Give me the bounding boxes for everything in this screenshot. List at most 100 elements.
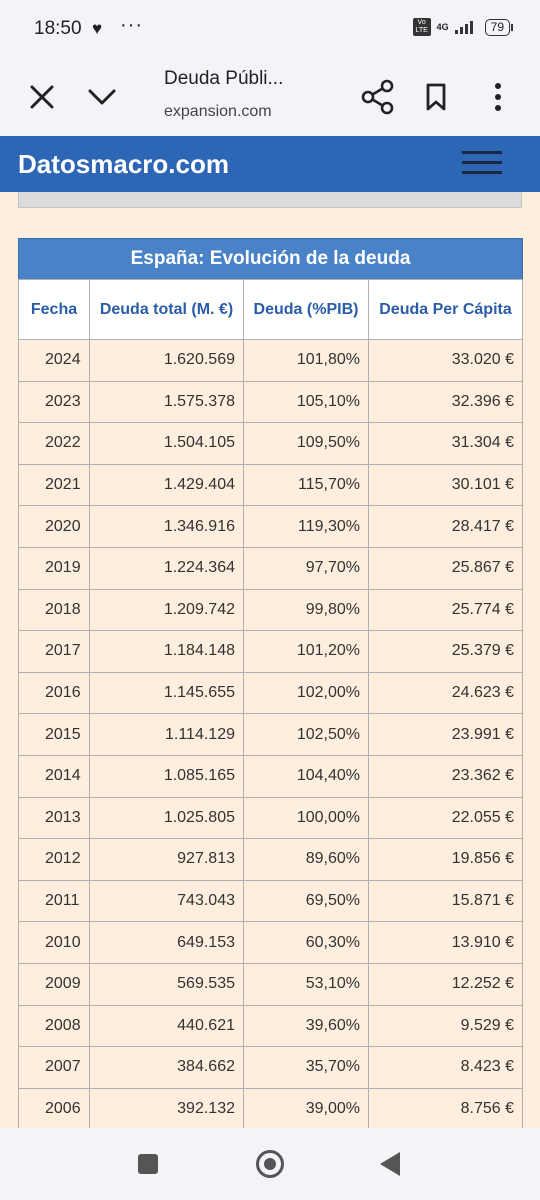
cell-deuda-pib: 101,20% bbox=[243, 630, 369, 673]
header-deuda-pib[interactable]: Deuda (%PIB) bbox=[243, 279, 369, 340]
site-logo[interactable]: Datosmacro.com bbox=[18, 149, 229, 179]
cell-deuda-pib: 119,30% bbox=[243, 505, 369, 548]
close-icon[interactable] bbox=[20, 75, 64, 119]
cell-deuda-pib: 39,60% bbox=[243, 1004, 369, 1048]
table-row: 2010 649.153 60,30% 13.910 € bbox=[18, 921, 523, 964]
cell-deuda-total: 1.429.404 bbox=[89, 463, 244, 507]
cell-deuda-pib: 69,50% bbox=[243, 879, 369, 923]
cell-deuda-total: 927.813 bbox=[89, 838, 244, 881]
table-row: 2022 1.504.105 109,50% 31.304 € bbox=[18, 422, 523, 465]
cell-deuda-total: 1.114.129 bbox=[89, 713, 244, 756]
cell-year: 2010 bbox=[18, 921, 90, 964]
cell-deuda-per-capita: 22.055 € bbox=[368, 796, 523, 840]
cell-year: 2020 bbox=[18, 505, 90, 548]
page-title: Deuda Públi... bbox=[164, 68, 284, 89]
cell-deuda-total: 1.504.105 bbox=[89, 422, 244, 465]
table-row: 2018 1.209.742 99,80% 25.774 € bbox=[18, 588, 523, 632]
debt-table: España: Evolución de la deuda Fecha Deud… bbox=[18, 238, 523, 1131]
table-row: 2006 392.132 39,00% 8.756 € bbox=[18, 1087, 523, 1131]
system-nav-bar bbox=[0, 1128, 540, 1200]
cell-deuda-total: 1.346.916 bbox=[89, 505, 244, 548]
cell-year: 2012 bbox=[18, 838, 90, 881]
cell-deuda-total: 569.535 bbox=[89, 962, 244, 1006]
header-deuda-total[interactable]: Deuda total (M. €) bbox=[89, 279, 244, 340]
cell-deuda-per-capita: 23.362 € bbox=[368, 754, 523, 798]
table-row: 2012 927.813 89,60% 19.856 € bbox=[18, 838, 523, 881]
cell-year: 2009 bbox=[18, 962, 90, 1006]
table-row: 2011 743.043 69,50% 15.871 € bbox=[18, 879, 523, 923]
table-body: 2024 1.620.569 101,80% 33.020 €2023 1.575.37… bbox=[18, 339, 523, 1131]
cell-deuda-per-capita: 31.304 € bbox=[368, 422, 523, 465]
cell-year: 2014 bbox=[18, 754, 90, 798]
battery-level: 79 bbox=[490, 19, 504, 34]
cell-deuda-per-capita: 30.101 € bbox=[368, 463, 523, 507]
signal-icon bbox=[454, 20, 473, 34]
cell-deuda-total: 1.025.805 bbox=[89, 796, 244, 840]
cell-year: 2023 bbox=[18, 380, 90, 424]
cell-year: 2013 bbox=[18, 796, 90, 840]
content-strip bbox=[18, 192, 522, 208]
cell-year: 2022 bbox=[18, 422, 90, 465]
cell-deuda-pib: 89,60% bbox=[243, 838, 369, 881]
page-domain: expansion.com bbox=[164, 103, 272, 120]
cell-deuda-total: 1.224.364 bbox=[89, 546, 244, 590]
cell-deuda-total: 1.085.165 bbox=[89, 754, 244, 798]
cell-deuda-per-capita: 9.529 € bbox=[368, 1004, 523, 1048]
cell-deuda-pib: 35,70% bbox=[243, 1046, 369, 1089]
cell-deuda-pib: 105,10% bbox=[243, 380, 369, 424]
header-deuda-per-capita[interactable]: Deuda Per Cápita bbox=[368, 279, 523, 340]
table-header-row: Fecha Deuda total (M. €) Deuda (%PIB) De… bbox=[18, 279, 523, 340]
cell-deuda-pib: 115,70% bbox=[243, 463, 369, 507]
cell-deuda-total: 392.132 bbox=[89, 1087, 244, 1131]
cell-deuda-per-capita: 25.867 € bbox=[368, 546, 523, 590]
cell-deuda-total: 1.209.742 bbox=[89, 588, 244, 632]
network-type: 4G bbox=[436, 22, 449, 32]
cell-deuda-pib: 97,70% bbox=[243, 546, 369, 590]
cell-year: 2024 bbox=[18, 339, 90, 382]
cell-deuda-per-capita: 12.252 € bbox=[368, 962, 523, 1006]
cell-deuda-pib: 109,50% bbox=[243, 422, 369, 465]
more-vert-icon[interactable] bbox=[476, 75, 520, 119]
cell-deuda-per-capita: 23.991 € bbox=[368, 713, 523, 756]
site-header: Datosmacro.com bbox=[0, 136, 540, 192]
bookmark-icon[interactable] bbox=[414, 75, 458, 119]
cell-deuda-per-capita: 13.910 € bbox=[368, 921, 523, 964]
table-row: 2019 1.224.364 97,70% 25.867 € bbox=[18, 546, 523, 590]
chevron-down-icon[interactable] bbox=[80, 75, 124, 119]
cell-deuda-per-capita: 25.774 € bbox=[368, 588, 523, 632]
cell-year: 2019 bbox=[18, 546, 90, 590]
more-notifications-icon: ··· bbox=[120, 14, 143, 36]
cell-deuda-pib: 102,50% bbox=[243, 713, 369, 756]
cell-deuda-total: 1.575.378 bbox=[89, 380, 244, 424]
recents-icon[interactable] bbox=[138, 1154, 158, 1174]
home-icon[interactable] bbox=[256, 1150, 284, 1178]
back-icon[interactable] bbox=[380, 1152, 400, 1176]
table-row: 2017 1.184.148 101,20% 25.379 € bbox=[18, 630, 523, 673]
cell-deuda-per-capita: 28.417 € bbox=[368, 505, 523, 548]
cell-deuda-per-capita: 8.423 € bbox=[368, 1046, 523, 1089]
cell-deuda-per-capita: 25.379 € bbox=[368, 630, 523, 673]
header-fecha[interactable]: Fecha bbox=[18, 279, 90, 340]
cell-year: 2008 bbox=[18, 1004, 90, 1048]
cell-deuda-per-capita: 19.856 € bbox=[368, 838, 523, 881]
cell-deuda-pib: 99,80% bbox=[243, 588, 369, 632]
volte-badge: Vo LTE bbox=[412, 18, 431, 36]
cell-year: 2011 bbox=[18, 879, 90, 923]
table-row: 2016 1.145.655 102,00% 24.623 € bbox=[18, 671, 523, 715]
table-row: 2021 1.429.404 115,70% 30.101 € bbox=[18, 463, 523, 507]
cell-deuda-total: 1.184.148 bbox=[89, 630, 244, 673]
cell-deuda-pib: 101,80% bbox=[243, 339, 369, 382]
cell-deuda-per-capita: 8.756 € bbox=[368, 1087, 523, 1131]
table-row: 2020 1.346.916 119,30% 28.417 € bbox=[18, 505, 523, 548]
share-icon[interactable] bbox=[356, 75, 400, 119]
table-row: 2009 569.535 53,10% 12.252 € bbox=[18, 962, 523, 1006]
hamburger-menu-icon[interactable] bbox=[462, 144, 502, 184]
cell-deuda-total: 1.145.655 bbox=[89, 671, 244, 715]
cell-deuda-pib: 104,40% bbox=[243, 754, 369, 798]
cell-deuda-pib: 53,10% bbox=[243, 962, 369, 1006]
cell-deuda-per-capita: 33.020 € bbox=[368, 339, 523, 382]
status-time: 18:50 bbox=[34, 18, 82, 39]
table-row: 2024 1.620.569 101,80% 33.020 € bbox=[18, 339, 523, 382]
cell-year: 2016 bbox=[18, 671, 90, 715]
cell-deuda-total: 743.043 bbox=[89, 879, 244, 923]
